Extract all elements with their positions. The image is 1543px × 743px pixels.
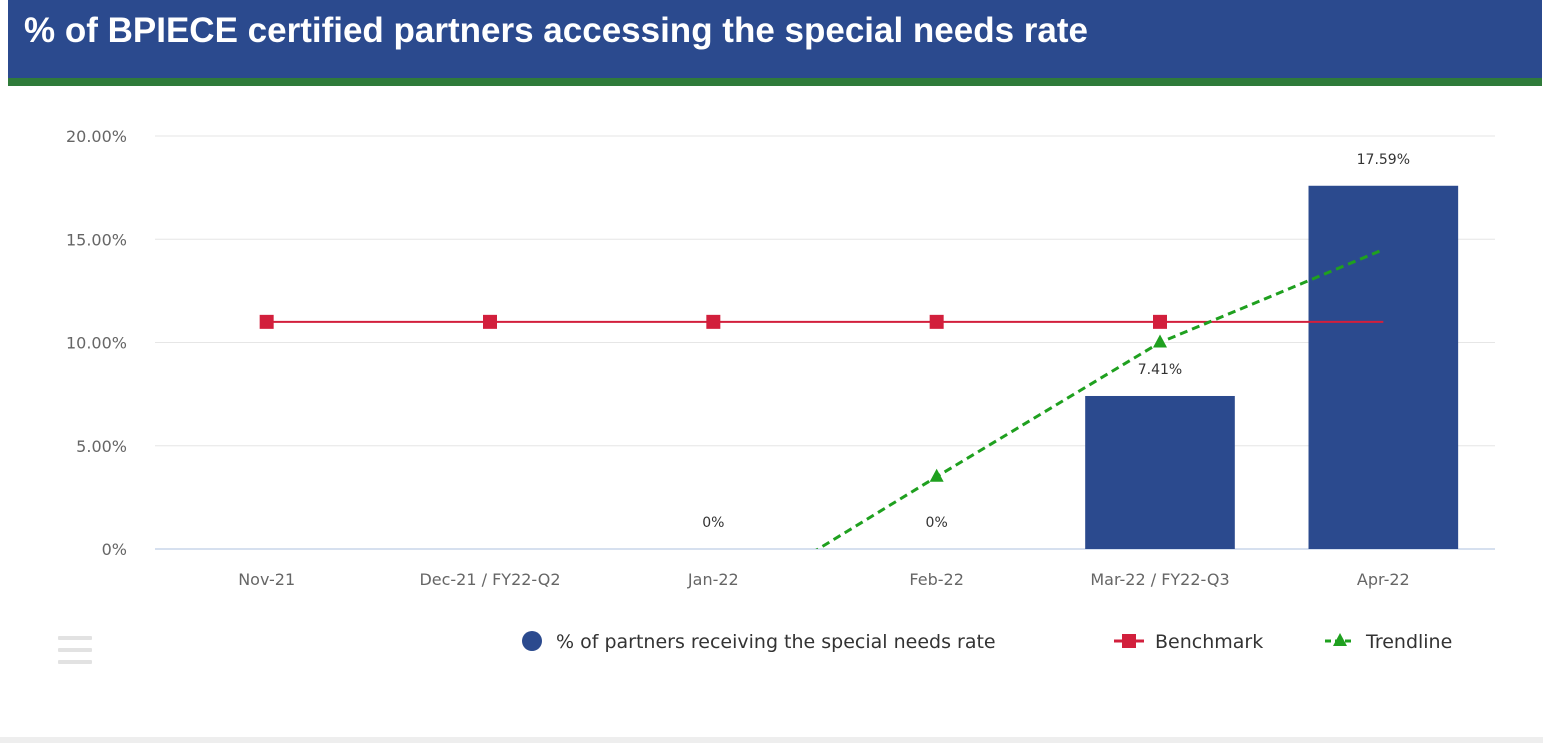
header-stripe <box>8 78 1542 86</box>
y-tick-label: 5.00% <box>76 437 127 456</box>
legend-label-trendline: Trendline <box>1365 631 1452 653</box>
data-label: 17.59% <box>1357 152 1410 168</box>
benchmark-marker <box>259 314 274 329</box>
data-label: 0% <box>702 515 724 531</box>
x-tick-label: Feb-22 <box>909 570 963 589</box>
data-label: 0% <box>926 515 948 531</box>
bar <box>1308 185 1459 550</box>
hamburger-menu-icon[interactable] <box>58 636 92 664</box>
x-tick-label: Nov-21 <box>238 570 295 589</box>
legend-marker-benchmark <box>1122 634 1136 648</box>
legend-label-bars: % of partners receiving the special need… <box>556 631 996 653</box>
chart-title: % of BPIECE certified partners accessing… <box>24 11 1089 50</box>
legend-marker-bars <box>522 631 542 651</box>
x-tick-label: Jan-22 <box>687 570 739 589</box>
data-label: 7.41% <box>1138 362 1182 378</box>
bar <box>1085 395 1235 549</box>
x-tick-label: Dec-21 / FY22-Q2 <box>419 570 560 589</box>
benchmark-marker <box>1153 314 1167 329</box>
legend-marker-trendline <box>1333 633 1347 646</box>
trendline <box>815 248 1384 549</box>
x-tick-label: Mar-22 / FY22-Q3 <box>1090 570 1229 589</box>
legend-label-benchmark: Benchmark <box>1155 631 1263 653</box>
y-tick-label: 0% <box>102 540 127 559</box>
bottom-border <box>0 737 1543 743</box>
chart-header <box>8 0 1542 78</box>
y-tick-label: 15.00% <box>66 230 127 249</box>
benchmark-marker <box>706 314 721 329</box>
trendline-marker <box>929 468 944 482</box>
trendline-marker <box>1153 334 1167 348</box>
benchmark-marker <box>483 314 497 329</box>
benchmark-marker <box>929 314 944 329</box>
x-tick-label: Apr-22 <box>1357 570 1410 589</box>
y-tick-label: 20.00% <box>66 127 127 146</box>
y-tick-label: 10.00% <box>66 334 127 353</box>
